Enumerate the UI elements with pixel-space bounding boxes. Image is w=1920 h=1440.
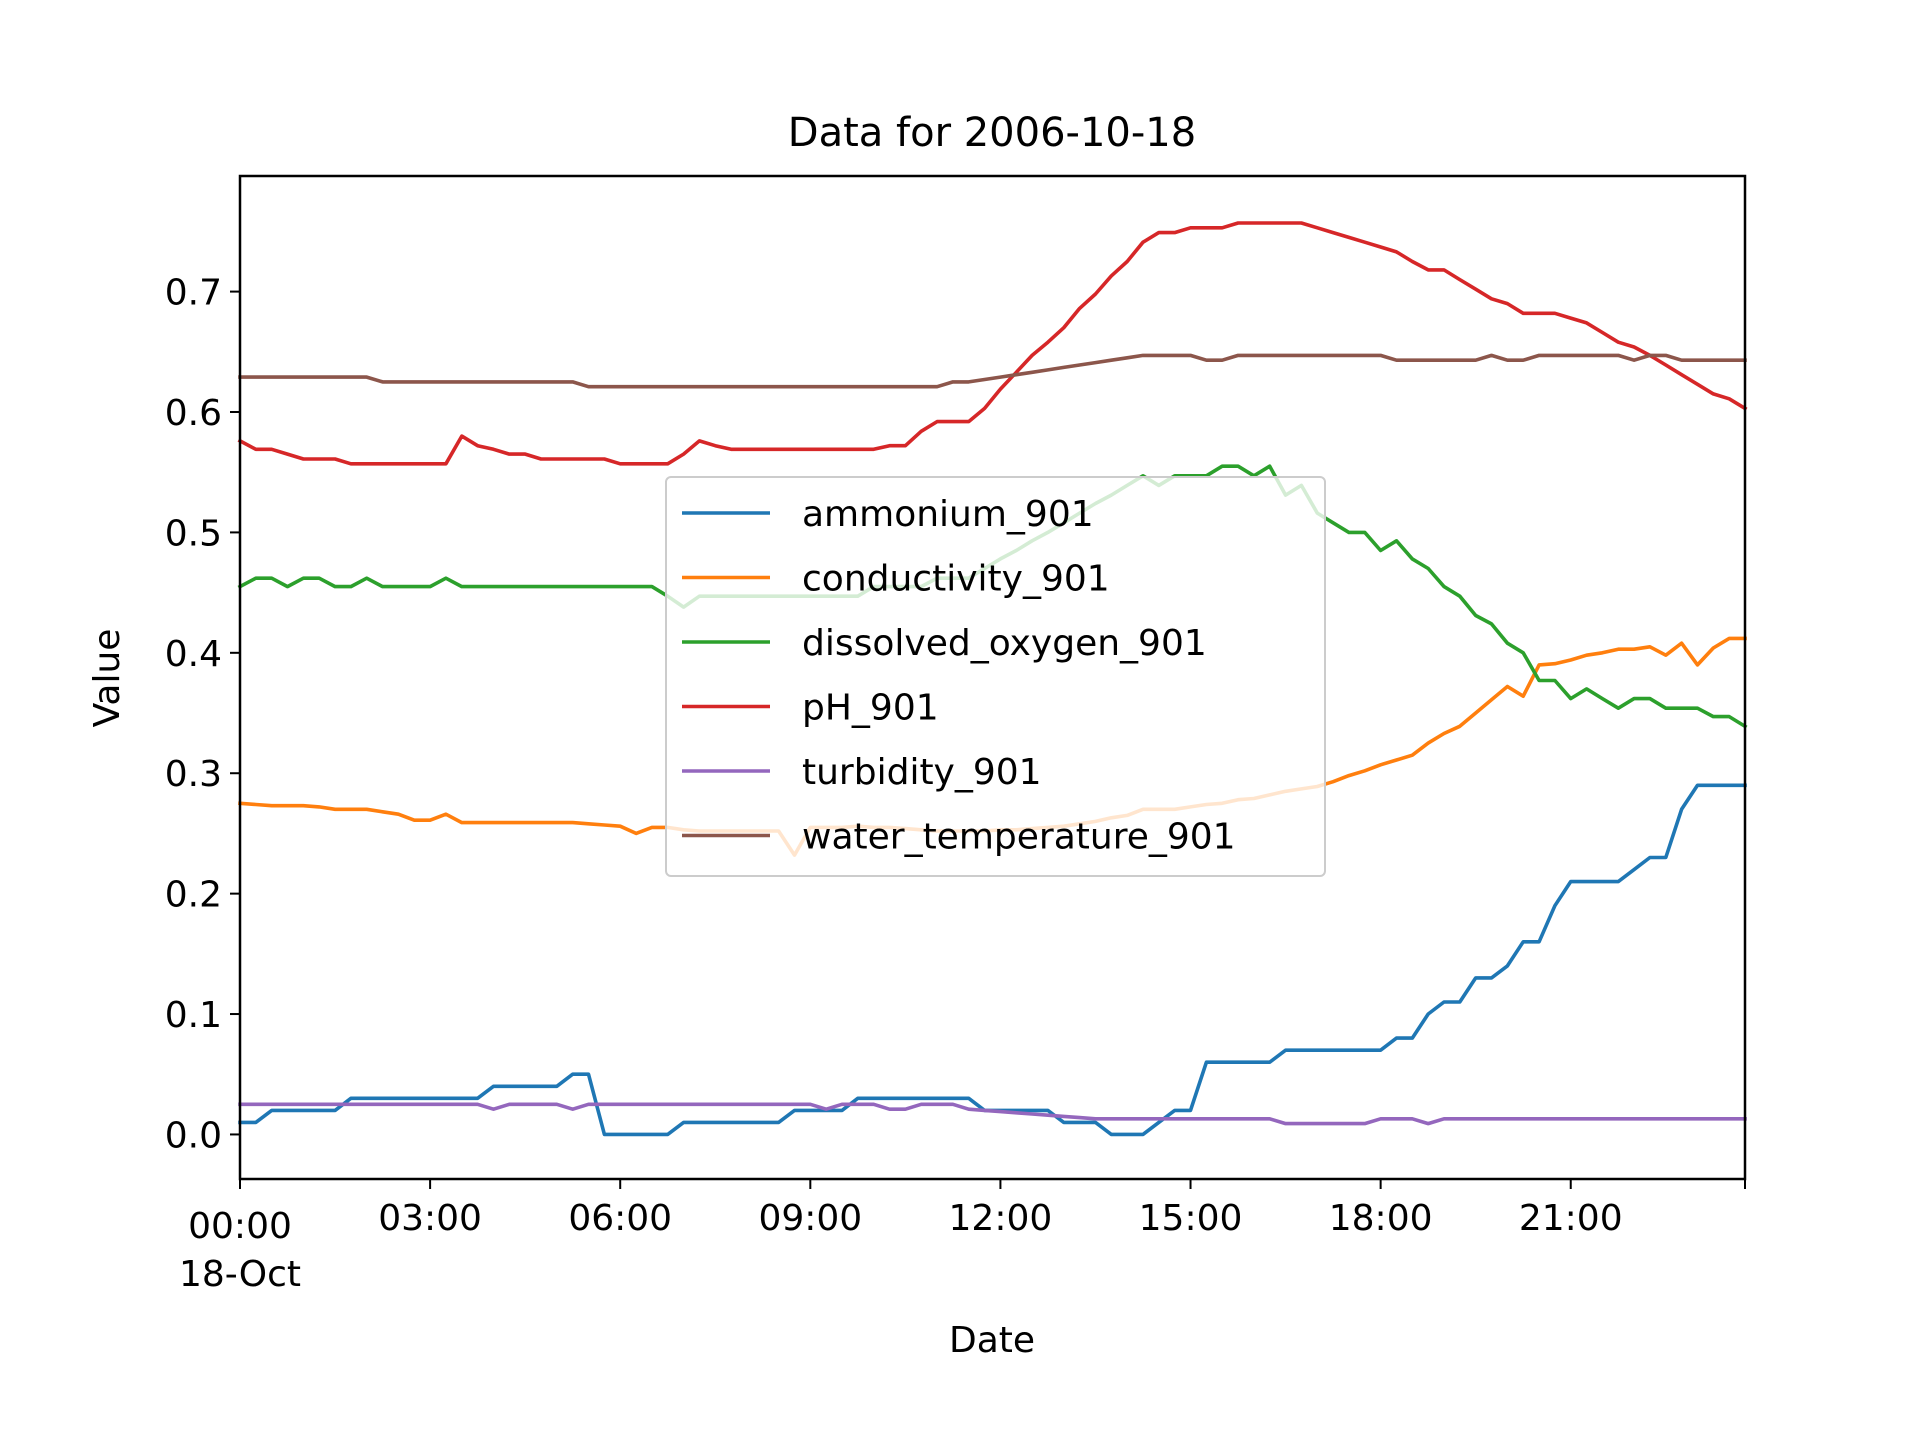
y-tick-label: 0.5 [165, 513, 222, 554]
legend-box [665, 476, 1326, 877]
x-axis-ticks: 00:00 18-Oct 03:00 06:00 09:00 12:00 15:00 18:0… [179, 1179, 1746, 1295]
y-tick-label: 0.0 [165, 1115, 222, 1156]
legend: ammonium_901 conductivity_901 dissolved_ox… [665, 476, 1326, 877]
plot-frame [238, 174, 1747, 1181]
legend-entry-label: pH_901 [802, 688, 939, 729]
x-tick-label: 03:00 [378, 1198, 482, 1239]
x-tick-label: 18:00 [1329, 1198, 1433, 1239]
legend-entry-label: conductivity_901 [802, 559, 1110, 600]
x-tick-label: 00:00 [188, 1206, 292, 1247]
x-tick-label: 12:00 [949, 1198, 1053, 1239]
chart-title: Data for 2006-10-18 [788, 110, 1196, 156]
series-line-water-temperature-901 [238, 353, 1747, 389]
legend-entry-label: water_temperature_901 [802, 817, 1236, 858]
y-tick-label: 0.4 [165, 634, 222, 675]
series-line-pH-901 [237, 221, 1748, 466]
y-tick-label: 0.3 [165, 754, 222, 795]
y-tick-label: 0.2 [165, 875, 222, 916]
x-axis-label: Date [949, 1320, 1035, 1361]
y-tick-label: 0.6 [165, 393, 222, 434]
x-tick-label: 06:00 [568, 1198, 672, 1239]
series-line-turbidity-901 [238, 1102, 1747, 1126]
x-tick-label: 15:00 [1139, 1198, 1243, 1239]
y-axis-ticks: 0.0 0.1 0.2 0.3 0.4 0.5 0.6 0.7 [165, 273, 240, 1156]
legend-entry-label: ammonium_901 [802, 494, 1094, 535]
y-tick-label: 0.1 [165, 995, 222, 1036]
legend-entry-label: dissolved_oxygen_901 [802, 623, 1207, 664]
x-tick-label: 21:00 [1519, 1198, 1623, 1239]
x-tick-label: 09:00 [758, 1198, 862, 1239]
y-tick-label: 0.7 [165, 273, 222, 314]
y-axis-label: Value [87, 629, 128, 728]
x-tick-sublabel: 18-Oct [179, 1254, 301, 1295]
legend-entry-label: turbidity_901 [802, 752, 1042, 793]
